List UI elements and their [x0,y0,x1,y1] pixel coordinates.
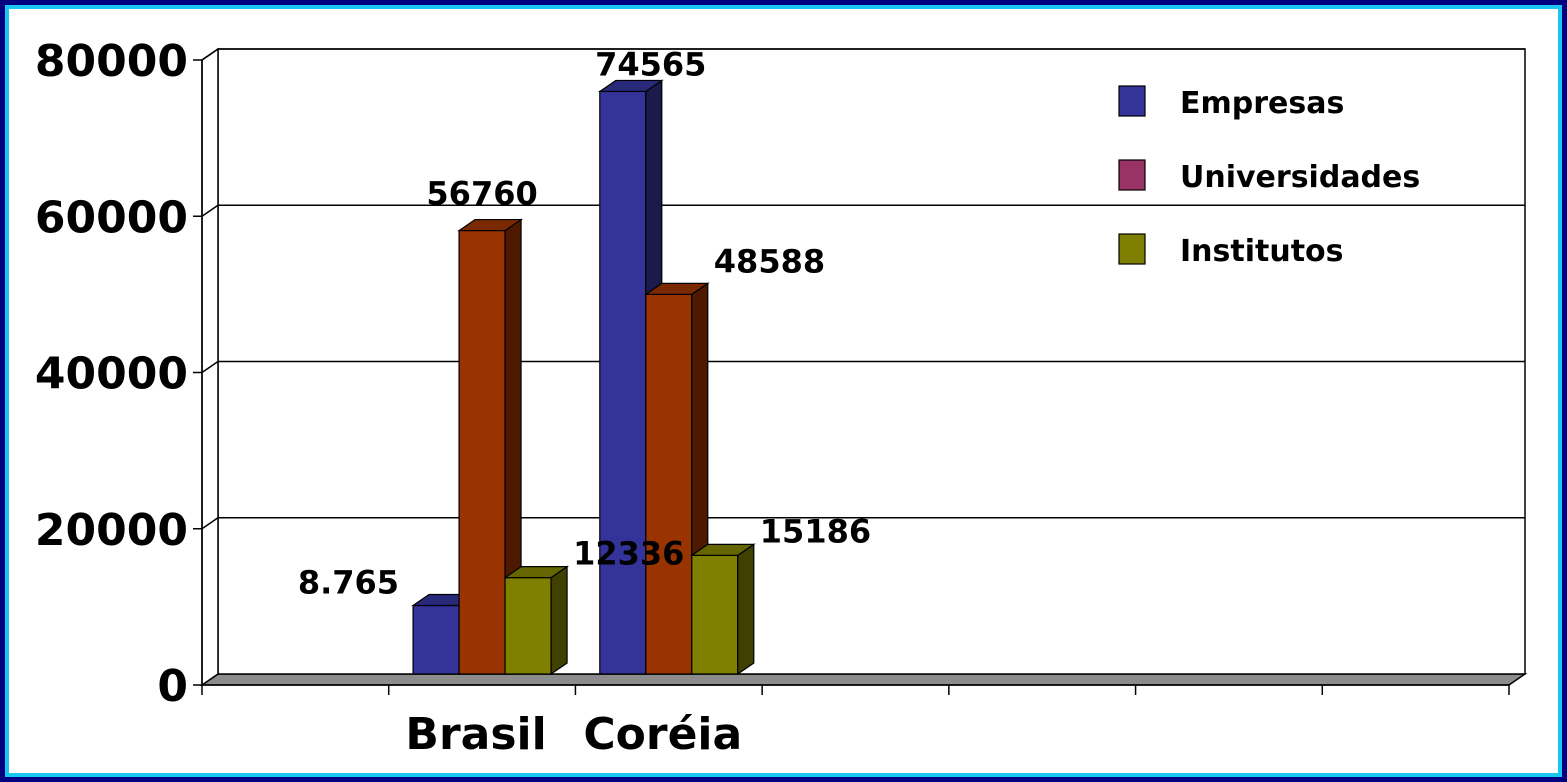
bar-front [504,577,552,675]
legend-label: Empresas [1180,86,1344,121]
category-label: Brasil [405,709,546,760]
y-tick-label: 60000 [35,192,188,243]
bar-front [599,90,647,675]
gridline-side [201,204,219,217]
bar-front [691,554,739,675]
category-label: Coréia [583,709,742,760]
data-label: 15186 [760,512,871,550]
bar-side [550,565,568,676]
gridline-side [201,360,219,374]
data-label: 8.765 [298,564,399,602]
legend-label: Universidades [1180,160,1420,195]
bar-chart: 0 20000 40000 60000 80000 Brasil Coréia 8.765 5… [35,36,1528,760]
y-tick-label: 80000 [35,36,188,87]
gridline-side [201,517,219,530]
chart-area: 0 20000 40000 60000 80000 Brasil Coréia 8.765 5… [9,9,1558,773]
data-labels: 8.765 56760 12336 74565 48588 15186 [298,45,871,601]
bar-front [458,229,506,675]
data-label: 12336 [573,535,684,573]
data-label: 56760 [426,175,537,213]
bars [411,79,756,676]
bar-top [457,218,524,232]
legend: Empresas Universidades Institutos [1118,85,1420,269]
bar-front [645,293,693,675]
bar-side [737,543,755,676]
legend-label: Institutos [1180,234,1344,269]
y-tick-label: 40000 [35,349,188,400]
bar-front [412,604,460,675]
chart-floor [199,673,1528,686]
data-label: 74565 [595,45,706,83]
floor-plane [199,673,1528,686]
axes: 0 20000 40000 60000 80000 Brasil Coréia [35,36,1510,760]
bar-top [597,79,664,93]
bar-top [503,566,570,579]
gridline-side [201,48,219,61]
data-label: 48588 [714,242,825,280]
gridlines [201,47,1526,687]
y-tick-label: 20000 [35,505,188,556]
y-tick-label: 0 [157,661,188,712]
bar-top [643,282,710,296]
legend-swatch [1118,233,1146,265]
legend-swatch [1118,159,1146,191]
legend-swatch [1118,85,1146,117]
bar-top [689,543,756,556]
